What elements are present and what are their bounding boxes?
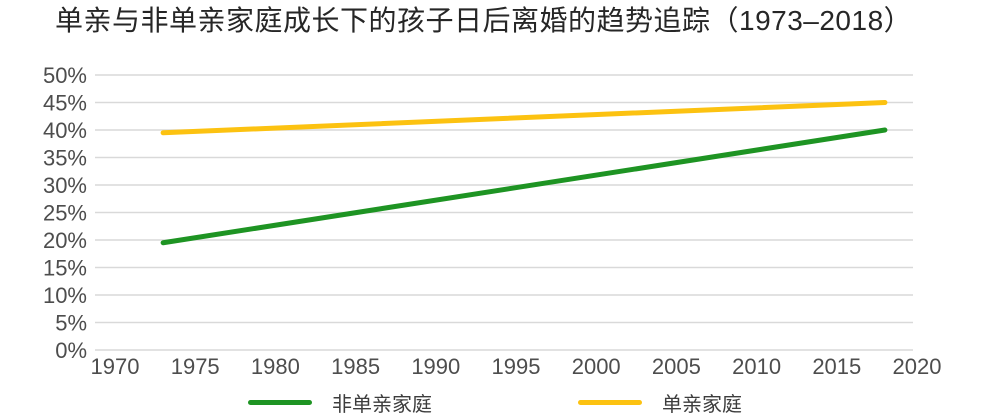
- y-axis-tick-label: 0%: [55, 338, 87, 363]
- x-axis-tick-label: 2020: [893, 354, 942, 379]
- y-axis-tick-label: 45%: [43, 91, 87, 116]
- y-axis-tick-label: 20%: [43, 228, 87, 253]
- x-axis-tick-label: 1980: [251, 354, 300, 379]
- line-chart-plot-area: 0%5% 10%15% 20%25% 30%35% 40%45% 50% 1970 1975 1…: [43, 63, 942, 379]
- x-axis-tick-label: 2010: [732, 354, 781, 379]
- chart-title: 单亲与非单亲家庭成长下的孩子日后离婚的趋势追踪（1973–2018）: [55, 5, 913, 36]
- series-line-non-single-parent: [160, 127, 888, 246]
- y-axis-tick-label: 50%: [43, 63, 87, 88]
- legend-swatch-yellow-line-icon: [578, 399, 642, 405]
- x-axis-tick-label: 2005: [652, 354, 701, 379]
- y-axis-tick-label: 10%: [43, 283, 87, 308]
- y-axis-tick-label: 35%: [43, 146, 87, 171]
- x-axis-tick-label: 1990: [411, 354, 460, 379]
- y-axis-tick-label: 30%: [43, 173, 87, 198]
- series-line-single-parent: [160, 100, 888, 136]
- x-axis-tick-label: 1970: [91, 354, 140, 379]
- legend-swatch-green-line-icon: [248, 399, 312, 405]
- y-axis-tick-label: 15%: [43, 256, 87, 281]
- x-axis-tick-label: 2000: [572, 354, 621, 379]
- x-axis-tick-label: 1995: [492, 354, 541, 379]
- legend-label-non-single-parent: 非单亲家庭: [332, 393, 432, 416]
- legend-item-non-single-parent: 非单亲家庭: [248, 390, 432, 416]
- y-axis-tick-label: 5%: [55, 311, 87, 336]
- x-axis-tick-label: 1985: [331, 354, 380, 379]
- legend-label-single-parent: 单亲家庭: [662, 393, 742, 416]
- x-axis-tick-label: 2015: [812, 354, 861, 379]
- chart-legend: 非单亲家庭 单亲家庭: [0, 390, 1000, 416]
- x-axis-tick-label: 1975: [171, 354, 220, 379]
- y-axis-tick-label: 25%: [43, 201, 87, 226]
- legend-item-single-parent: 单亲家庭: [578, 390, 742, 416]
- y-axis-tick-label: 40%: [43, 118, 87, 143]
